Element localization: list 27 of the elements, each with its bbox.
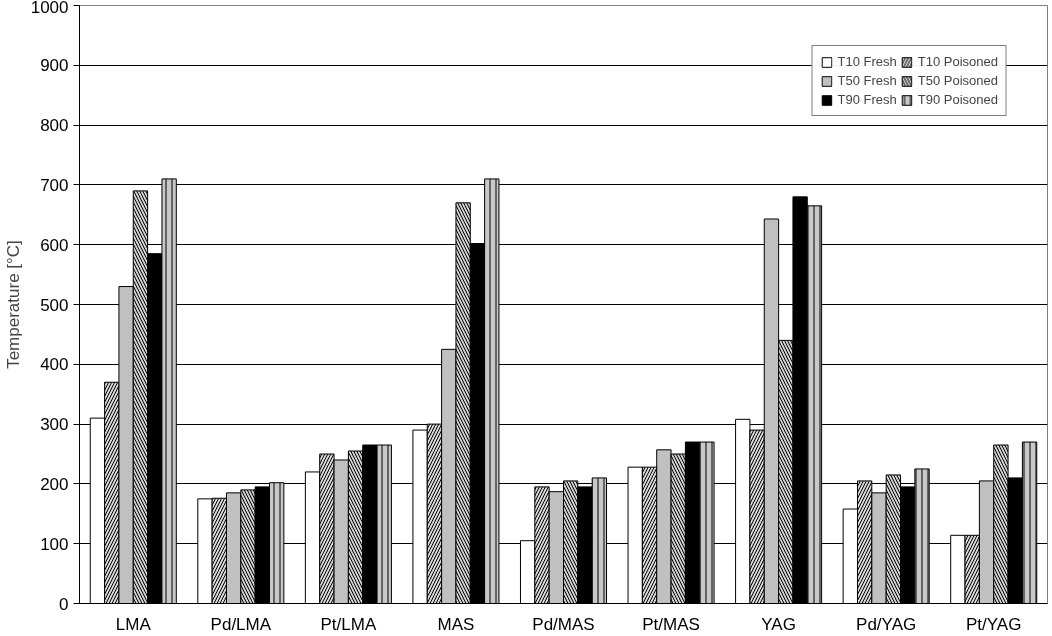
- y-tick-label: 800: [40, 116, 69, 136]
- y-tick-label: 700: [40, 175, 69, 195]
- x-tick-label: LMA: [115, 614, 152, 634]
- y-tick-label: 1000: [30, 0, 69, 17]
- x-tick-label: Pd/MAS: [532, 614, 595, 634]
- y-tick-label: 900: [40, 56, 69, 76]
- legend-label: T90 Fresh: [837, 92, 897, 107]
- legend-label: T10 Poisoned: [917, 54, 998, 69]
- x-tick-label: Pt/LMA: [320, 614, 377, 634]
- y-tick-label: 600: [40, 235, 69, 255]
- y-axis-title: Temperature [°C]: [3, 240, 23, 369]
- x-tick-label: MAS: [437, 614, 475, 634]
- legend-label: T50 Poisoned: [917, 73, 998, 88]
- x-tick-label: Pt/YAG: [966, 614, 1022, 634]
- y-tick-label: 0: [59, 594, 69, 614]
- x-tick-label: Pd/LMA: [210, 614, 272, 634]
- y-tick-label: 400: [40, 355, 69, 375]
- x-tick-label: Pd/YAG: [856, 614, 917, 634]
- legend-label: T10 Fresh: [837, 54, 897, 69]
- y-tick-label: 300: [40, 415, 69, 435]
- y-tick-label: 200: [40, 474, 69, 494]
- y-tick-label: 500: [40, 295, 69, 315]
- y-tick-label: 100: [40, 534, 69, 554]
- x-tick-label: YAG: [761, 614, 796, 634]
- legend-label: T50 Fresh: [837, 73, 897, 88]
- legend-label: T90 Poisoned: [917, 92, 998, 107]
- x-tick-label: Pt/MAS: [642, 614, 700, 634]
